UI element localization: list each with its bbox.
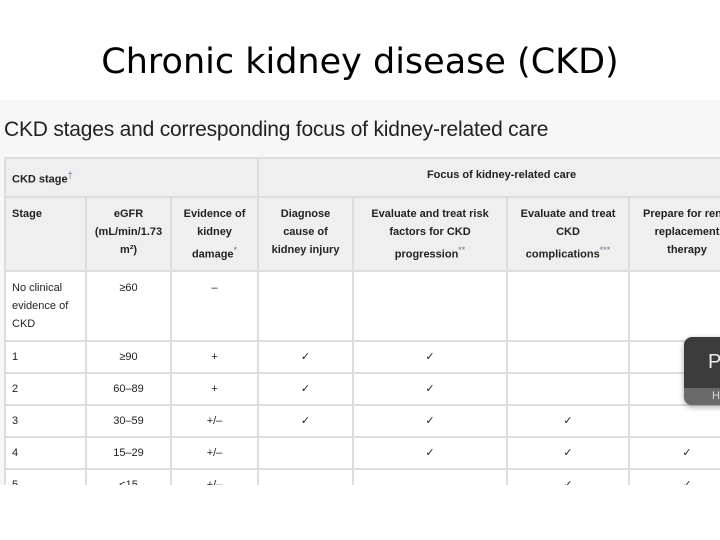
table-cell: +	[169, 340, 260, 375]
column-header: Evidence of kidney damage*	[169, 195, 260, 273]
table-row: 3 30–59 +/– ✓ ✓ ✓	[4, 404, 720, 439]
ckd-stages-table: CKD stage† Focus of kidney-related care …	[3, 157, 720, 485]
check-icon: ✓	[628, 436, 720, 471]
check-icon: ✓	[257, 404, 355, 439]
column-header: Stage	[4, 195, 87, 273]
table-title: CKD stages and corresponding focus of ki…	[4, 118, 549, 141]
table-cell: 5	[4, 468, 87, 485]
header-focus: Focus of kidney-related care	[257, 157, 720, 198]
table-cell: ≥90	[85, 340, 172, 375]
overlay-popup[interactable]: P H	[684, 337, 720, 405]
table-cell: +/–	[169, 468, 260, 485]
slide-title: Chronic kidney disease (CKD)	[101, 42, 619, 82]
table-cell	[506, 270, 631, 343]
table-cell	[628, 270, 720, 343]
table-cell: +/–	[169, 404, 260, 439]
column-header: eGFR (mL/min/1.73 m²)	[85, 195, 172, 273]
popup-footer: H	[684, 388, 720, 405]
table-cell: ≥60	[85, 270, 172, 343]
check-icon: ✓	[506, 436, 631, 471]
table-cell	[352, 270, 509, 343]
check-icon: ✓	[257, 372, 355, 407]
table-cell: 3	[4, 404, 87, 439]
check-icon: ✓	[628, 468, 720, 485]
column-header: Prepare for renal replacement therapy	[628, 195, 720, 273]
table-cell: 1	[4, 340, 87, 375]
check-icon: ✓	[257, 340, 355, 375]
table-cell: +	[169, 372, 260, 407]
table-row: 4 15–29 +/– ✓ ✓ ✓	[4, 436, 720, 471]
table-cell: No clinical evidence of CKD	[4, 270, 87, 343]
check-icon: ✓	[352, 404, 509, 439]
table-cell: 4	[4, 436, 87, 471]
column-header: Diagnose cause of kidney injury	[257, 195, 355, 273]
table-cell	[506, 340, 631, 375]
column-header: Evaluate and treat CKD complications***	[506, 195, 631, 273]
check-icon: ✓	[352, 372, 509, 407]
table-cell	[352, 468, 509, 485]
table-cell: 15–29	[85, 436, 172, 471]
check-icon: ✓	[506, 404, 631, 439]
header-ckd-stage: CKD stage†	[3, 157, 260, 198]
check-icon: ✓	[352, 340, 509, 375]
table-cell	[257, 270, 355, 343]
table-row: 2 60–89 + ✓ ✓	[4, 372, 720, 407]
table-cell	[257, 468, 355, 485]
table-cell	[257, 436, 355, 471]
table-cell: 2	[4, 372, 87, 407]
popup-letter: P	[708, 351, 720, 373]
table-row: 1 ≥90 + ✓ ✓	[4, 340, 720, 375]
table-cell	[628, 404, 720, 439]
table-row: 5<15+/– ✓✓	[4, 468, 720, 485]
table-screenshot: CKD stages and corresponding focus of ki…	[0, 100, 720, 485]
table-row: No clinical evidence of CKD ≥60–	[4, 270, 720, 343]
column-header: Evaluate and treat risk factors for CKD …	[352, 195, 509, 273]
table-cell: +/–	[169, 436, 260, 471]
check-icon: ✓	[506, 468, 631, 485]
check-icon: ✓	[352, 436, 509, 471]
table-cell: 60–89	[85, 372, 172, 407]
table-cell: <15	[85, 468, 172, 485]
table-cell: –	[169, 270, 260, 343]
table-cell	[506, 372, 631, 407]
table-cell: 30–59	[85, 404, 172, 439]
